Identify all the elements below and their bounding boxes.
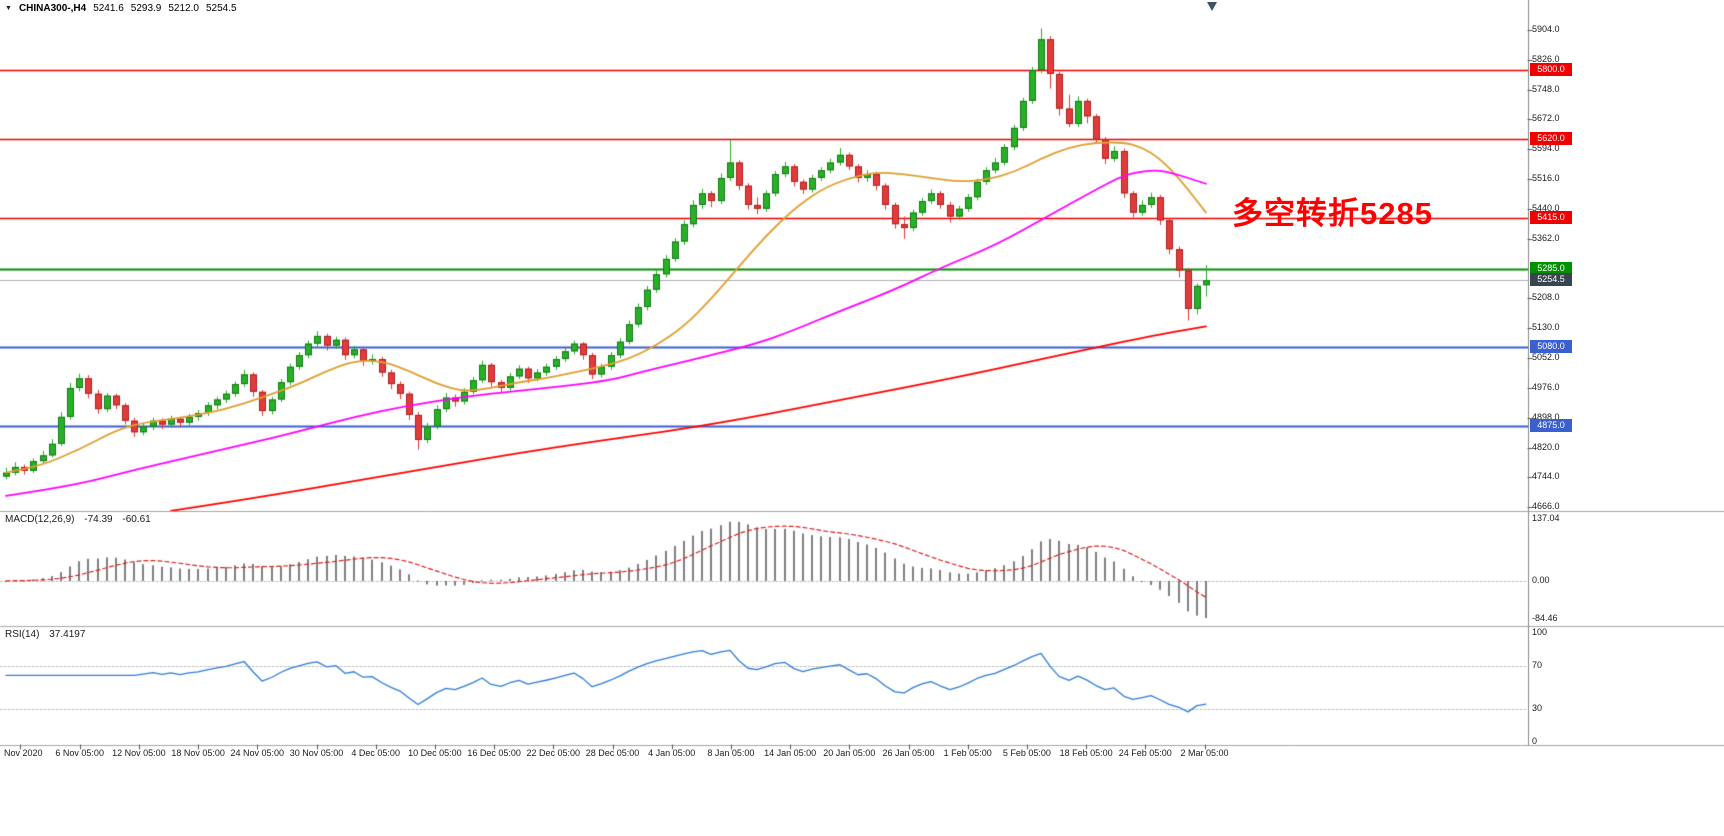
price-axis-label: 5594.0 bbox=[1532, 143, 1560, 154]
time-axis-label: 1 Feb 05:00 bbox=[943, 748, 992, 758]
symbol-dropdown-icon[interactable]: ▼ bbox=[5, 4, 12, 12]
rsi-name: RSI(14) bbox=[5, 629, 40, 640]
time-axis-label: 30 Nov 05:00 bbox=[289, 748, 344, 758]
time-axis-label: 24 Feb 05:00 bbox=[1118, 748, 1172, 758]
trade-annotation: 多空转折5285 bbox=[1232, 196, 1433, 231]
price-axis-label: 4976.0 bbox=[1532, 381, 1560, 392]
time-axis-label: Nov 2020 bbox=[4, 748, 43, 758]
price-level-badge[interactable]: 5415.0 bbox=[1530, 211, 1572, 225]
current-price-badge[interactable]: 5254.5 bbox=[1530, 273, 1572, 287]
time-axis-label: 22 Dec 05:00 bbox=[526, 748, 581, 758]
time-axis-label: 24 Nov 05:00 bbox=[230, 748, 285, 758]
rsi-axis-label: 100 bbox=[1532, 627, 1548, 637]
time-axis-label: 20 Jan 05:00 bbox=[823, 748, 876, 758]
time-axis-label: 26 Jan 05:00 bbox=[882, 748, 935, 758]
time-axis-label: 10 Dec 05:00 bbox=[408, 748, 462, 758]
price-axis-label: 5516.0 bbox=[1532, 173, 1560, 184]
macd-name: MACD(12,26,9) bbox=[5, 514, 75, 525]
rsi-axis-label: 0 bbox=[1532, 736, 1538, 746]
price-axis-label: 5208.0 bbox=[1532, 292, 1560, 303]
time-axis-label: 5 Feb 05:00 bbox=[1002, 748, 1051, 758]
time-axis-label: 16 Dec 05:00 bbox=[467, 748, 521, 758]
time-axis-label: 12 Nov 05:00 bbox=[112, 748, 166, 758]
price-axis-label: 5904.0 bbox=[1532, 24, 1560, 34]
bar-close-value: 5254.5 bbox=[205, 3, 237, 14]
macd-axis-label: 137.04 bbox=[1532, 513, 1560, 523]
time-axis-label: 2 Mar 05:00 bbox=[1180, 748, 1229, 758]
price-axis-label: 5052.0 bbox=[1532, 352, 1560, 363]
time-axis-label: 4 Dec 05:00 bbox=[351, 748, 400, 758]
time-axis-label: 14 Jan 05:00 bbox=[764, 748, 817, 758]
macd-axis-label: -84.46 bbox=[1532, 613, 1558, 623]
time-axis-label: 18 Nov 05:00 bbox=[171, 748, 225, 758]
time-axis-label: 4 Jan 05:00 bbox=[648, 748, 696, 758]
rsi-indicator-label: RSI(14) 37.4197 bbox=[5, 629, 85, 640]
time-axis-label: 8 Jan 05:00 bbox=[707, 748, 755, 758]
chart-header: ▼ CHINA300-,H4 5241.6 5293.9 5212.0 5254… bbox=[5, 3, 237, 14]
price-level-badge[interactable]: 5080.0 bbox=[1530, 340, 1572, 354]
price-axis-label: 4820.0 bbox=[1532, 441, 1560, 452]
bar-open-value: 5241.6 bbox=[93, 3, 124, 14]
symbol-period-label: CHINA300-,H4 bbox=[18, 3, 87, 14]
price-level-badge[interactable]: 4875.0 bbox=[1530, 419, 1572, 433]
time-axis-label: 18 Feb 05:00 bbox=[1059, 748, 1113, 758]
rsi-axis-label: 70 bbox=[1532, 659, 1543, 670]
price-axis-label: 5672.0 bbox=[1532, 113, 1560, 124]
price-level-badge[interactable]: 5800.0 bbox=[1530, 63, 1572, 77]
rsi-axis-label: 30 bbox=[1532, 703, 1543, 714]
price-axis-label: 5440.0 bbox=[1532, 202, 1560, 213]
price-level-badge[interactable]: 5285.0 bbox=[1530, 261, 1572, 275]
macd-signal-value: -60.61 bbox=[122, 514, 151, 525]
bar-low-value: 5212.0 bbox=[168, 3, 199, 14]
price-axis-label: 5362.0 bbox=[1532, 232, 1560, 243]
price-axis-label: 5130.0 bbox=[1532, 322, 1560, 333]
macd-main-value: -74.39 bbox=[84, 514, 113, 525]
bar-high-value: 5293.9 bbox=[130, 3, 162, 14]
chart-shift-marker[interactable] bbox=[1207, 2, 1217, 11]
macd-indicator-label: MACD(12,26,9) -74.39 -60.61 bbox=[5, 514, 151, 525]
price-axis-label: 5748.0 bbox=[1532, 84, 1560, 95]
macd-axis-label: 0.00 bbox=[1532, 574, 1550, 585]
price-axis-label: 4744.0 bbox=[1532, 470, 1560, 481]
price-level-badge[interactable]: 5620.0 bbox=[1530, 132, 1572, 146]
rsi-value: 37.4197 bbox=[49, 629, 86, 640]
time-axis-label: 6 Nov 05:00 bbox=[55, 748, 104, 758]
price-axis-label: 4898.0 bbox=[1532, 411, 1560, 422]
price-axis-label: 5826.0 bbox=[1532, 54, 1560, 65]
time-axis-label: 28 Dec 05:00 bbox=[585, 748, 640, 758]
price-axis-label: 4666.0 bbox=[1532, 501, 1560, 511]
